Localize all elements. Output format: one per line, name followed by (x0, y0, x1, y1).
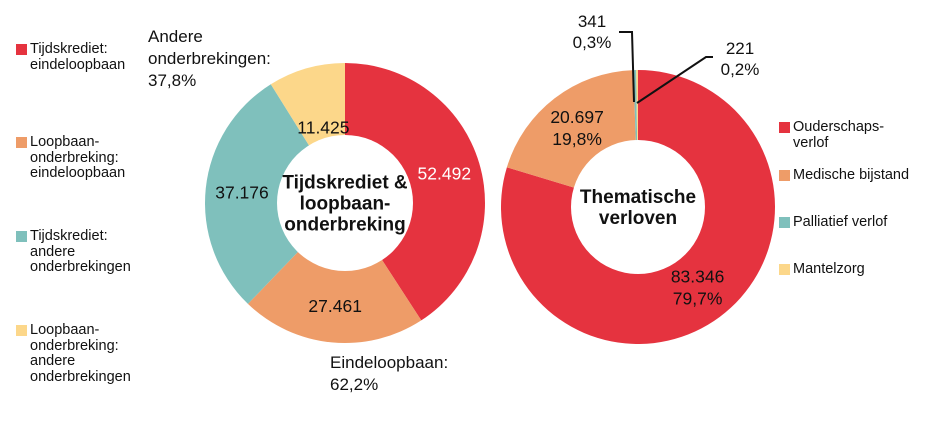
legend-item-medische-bijstand: Medische bijstand (779, 167, 939, 184)
legend-label: Palliatief verlof (793, 214, 888, 230)
legend-swatch-yellow (16, 325, 27, 336)
legend-swatch-red (16, 44, 27, 55)
legend-item-tijdskrediet-eindeloopbaan: Tijdskrediet: eindeloopbaan (16, 41, 166, 73)
legend-label: Ouderschaps- verlof (793, 119, 885, 151)
pie-slice-0 (501, 70, 775, 344)
pie-slice-2 (205, 84, 345, 304)
legend-label: Loopbaan- onderbreking: andere onderbrek… (30, 322, 131, 385)
legend-item-loopbaanonderbreking-eindeloopbaan: Loopbaan- onderbreking: eindeloopbaan (16, 134, 166, 182)
donut-center-label: Thematische (580, 187, 696, 208)
annotation-andere-onderbrekingen: Andere onderbrekingen: 37,8% (148, 27, 271, 90)
legend-swatch-teal (16, 231, 27, 242)
legend-label: Medische bijstand (793, 167, 910, 183)
donut-chart-tijdskrediet-loopbaanonderbreking: 52.492 27.461 37.176 11.425 Tijdskrediet &lo… (205, 63, 485, 343)
slice-value-label: 52.492 (418, 164, 472, 184)
annotation-eindeloopbaan: Eindeloopbaan: 62,2% (330, 353, 449, 394)
legend-label: Tijdskrediet: andere onderbrekingen (30, 228, 131, 275)
legend-item-tijdskrediet-andere: Tijdskrediet: andere onderbrekingen (16, 228, 166, 276)
legend-swatch-yellow (779, 264, 790, 275)
legend-label: Mantelzorg (793, 261, 865, 277)
donut-center-label: verloven (599, 208, 677, 229)
legend-label: Loopbaan- onderbreking: eindeloopbaan (30, 134, 126, 181)
legend-swatch-red (779, 122, 790, 133)
legend-swatch-teal (779, 217, 790, 228)
legend-swatch-orange (16, 137, 27, 148)
legend-item-loopbaanonderbreking-andere: Loopbaan- onderbreking: andere onderbrek… (16, 322, 166, 385)
slice-value-label: 11.425 (297, 118, 349, 138)
legend-item-ouderschapsverlof: Ouderschaps- verlof (779, 119, 939, 151)
callout-palliatief-verlof: 341 0,3% (572, 12, 612, 52)
slice-value-label: 27.461 (308, 296, 362, 316)
slice-value-label: 37.176 (215, 182, 269, 202)
slice-value-label: 19,8% (552, 129, 602, 149)
donut-hole (571, 140, 705, 274)
donut-center-label: loopbaan- (300, 194, 391, 215)
donut-hole (277, 135, 413, 271)
legend-item-mantelzorg: Mantelzorg (779, 261, 939, 278)
legend-item-palliatief-verlof: Palliatief verlof (779, 214, 939, 231)
donut-center-label: onderbreking (284, 215, 405, 236)
slice-value-label: 83.346 (671, 266, 725, 286)
callout-mantelzorg: 221 0,2% (720, 39, 760, 79)
legend-swatch-orange (779, 170, 790, 181)
pie-slice-1 (247, 203, 422, 343)
legend-label: Tijdskrediet: eindeloopbaan (30, 41, 126, 73)
donut-center-label: Tijdskrediet & (282, 173, 408, 194)
slice-value-label: 79,7% (673, 288, 723, 308)
slice-value-label: 20.697 (550, 107, 604, 127)
